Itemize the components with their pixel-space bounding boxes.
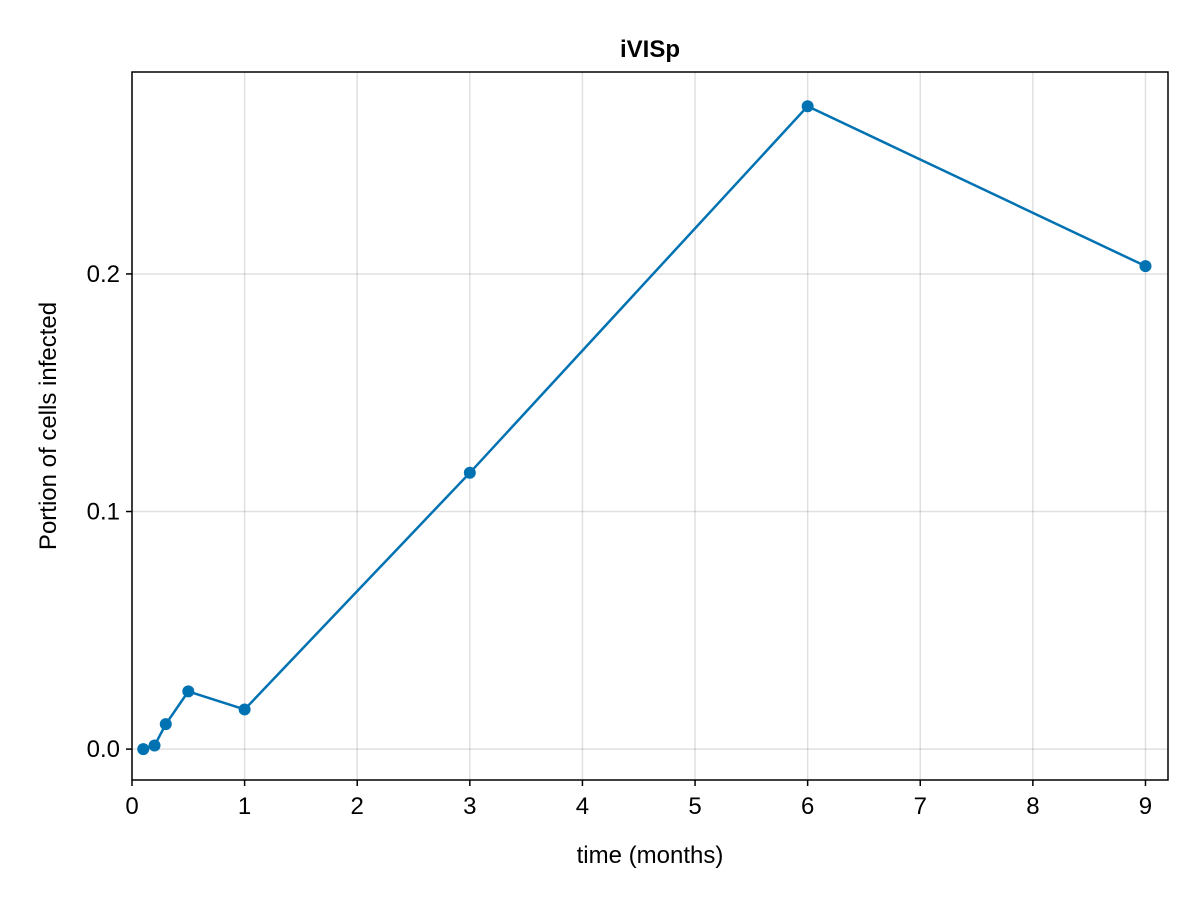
y-axis-label: Portion of cells infected <box>35 302 62 550</box>
y-tick-label: 0.0 <box>87 736 120 763</box>
data-point <box>159 718 172 731</box>
data-point <box>463 466 476 479</box>
data-point <box>137 743 150 756</box>
data-point <box>1139 260 1152 273</box>
x-tick-label: 4 <box>576 793 589 820</box>
series-layer <box>137 100 1152 756</box>
x-tick-label: 9 <box>1139 793 1152 820</box>
x-tick-label: 1 <box>238 793 251 820</box>
x-tick-label: 6 <box>801 793 814 820</box>
plot-frame <box>131 71 1169 781</box>
x-axis-label: time (months) <box>577 842 724 869</box>
chart-title: iVISp <box>620 36 680 63</box>
x-tick-label: 8 <box>1026 793 1039 820</box>
axis-ticks: 0 1 2 3 4 5 6 7 8 9 0.0 0.1 0.2 <box>87 261 1153 820</box>
data-point <box>182 685 195 698</box>
x-tick-label: 0 <box>125 793 138 820</box>
data-point <box>801 100 814 113</box>
data-point <box>238 703 251 716</box>
x-tick-label: 7 <box>914 793 927 820</box>
x-tick-label: 3 <box>463 793 476 820</box>
series-line <box>142 104 1147 751</box>
x-tick-label: 2 <box>351 793 364 820</box>
x-tick-label: 5 <box>688 793 701 820</box>
data-point <box>148 739 161 752</box>
grid-lines <box>131 72 1168 780</box>
y-tick-label: 0.1 <box>87 499 120 526</box>
y-tick-label: 0.2 <box>87 261 120 288</box>
